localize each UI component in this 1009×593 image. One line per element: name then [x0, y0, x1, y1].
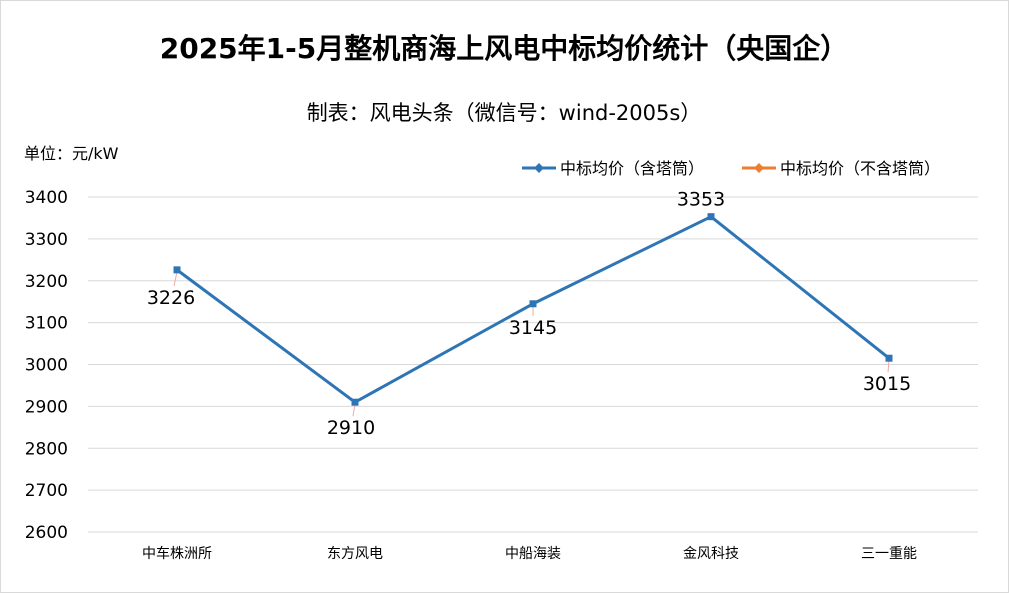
x-tick-label: 东方风电 [327, 546, 383, 562]
y-axis-ticks: 2600 2700 2800 2900 3000 3100 3200 3300 3400 [25, 188, 68, 543]
data-label-leader [173, 271, 178, 286]
data-point [529, 300, 537, 308]
data-label: 3145 [509, 317, 557, 339]
x-tick-label: 中船海装 [505, 546, 561, 562]
y-tick-label: 2800 [25, 439, 68, 459]
series-layer: 3226 2910 3145 3353 3015 [147, 189, 911, 440]
x-axis-ticks: 中车株洲所 东方风电 中船海装 金风科技 三一重能 [142, 545, 917, 562]
data-label: 3015 [863, 373, 911, 395]
y-tick-label: 2900 [25, 397, 68, 417]
x-tick-label: 中车株洲所 [142, 545, 212, 562]
y-tick-label: 2600 [25, 523, 68, 543]
data-point [707, 213, 715, 221]
y-axis-unit-label: 单位：元/kW [24, 144, 119, 163]
data-label: 3226 [147, 287, 195, 309]
y-tick-label: 3000 [25, 356, 68, 376]
x-tick-label: 三一重能 [861, 546, 917, 562]
y-tick-label: 3400 [25, 188, 68, 208]
legend-label: 中标均价（不含塔筒） [780, 159, 940, 178]
data-label: 3353 [677, 189, 725, 211]
data-label: 2910 [327, 417, 375, 439]
data-point [351, 398, 359, 406]
data-point [173, 266, 181, 274]
legend-label: 中标均价（含塔筒） [560, 159, 704, 178]
data-point [885, 354, 893, 362]
chart-title: 2025年1-5月整机商海上风电中标均价统计（央国企） [160, 32, 849, 65]
legend-marker [534, 163, 544, 173]
y-tick-label: 3300 [25, 230, 68, 250]
data-label-leader [352, 404, 356, 417]
y-tick-label: 2700 [25, 481, 68, 501]
grid-lines [88, 196, 978, 533]
x-tick-label: 金风科技 [683, 546, 739, 562]
legend: 中标均价（含塔筒） 中标均价（不含塔筒） [522, 159, 940, 178]
legend-marker [754, 163, 764, 173]
y-tick-label: 3200 [25, 272, 68, 292]
chart-subtitle: 制表：风电头条（微信号：wind-2005s） [307, 101, 702, 125]
data-label-leader [887, 360, 890, 373]
y-tick-label: 3100 [25, 314, 68, 334]
